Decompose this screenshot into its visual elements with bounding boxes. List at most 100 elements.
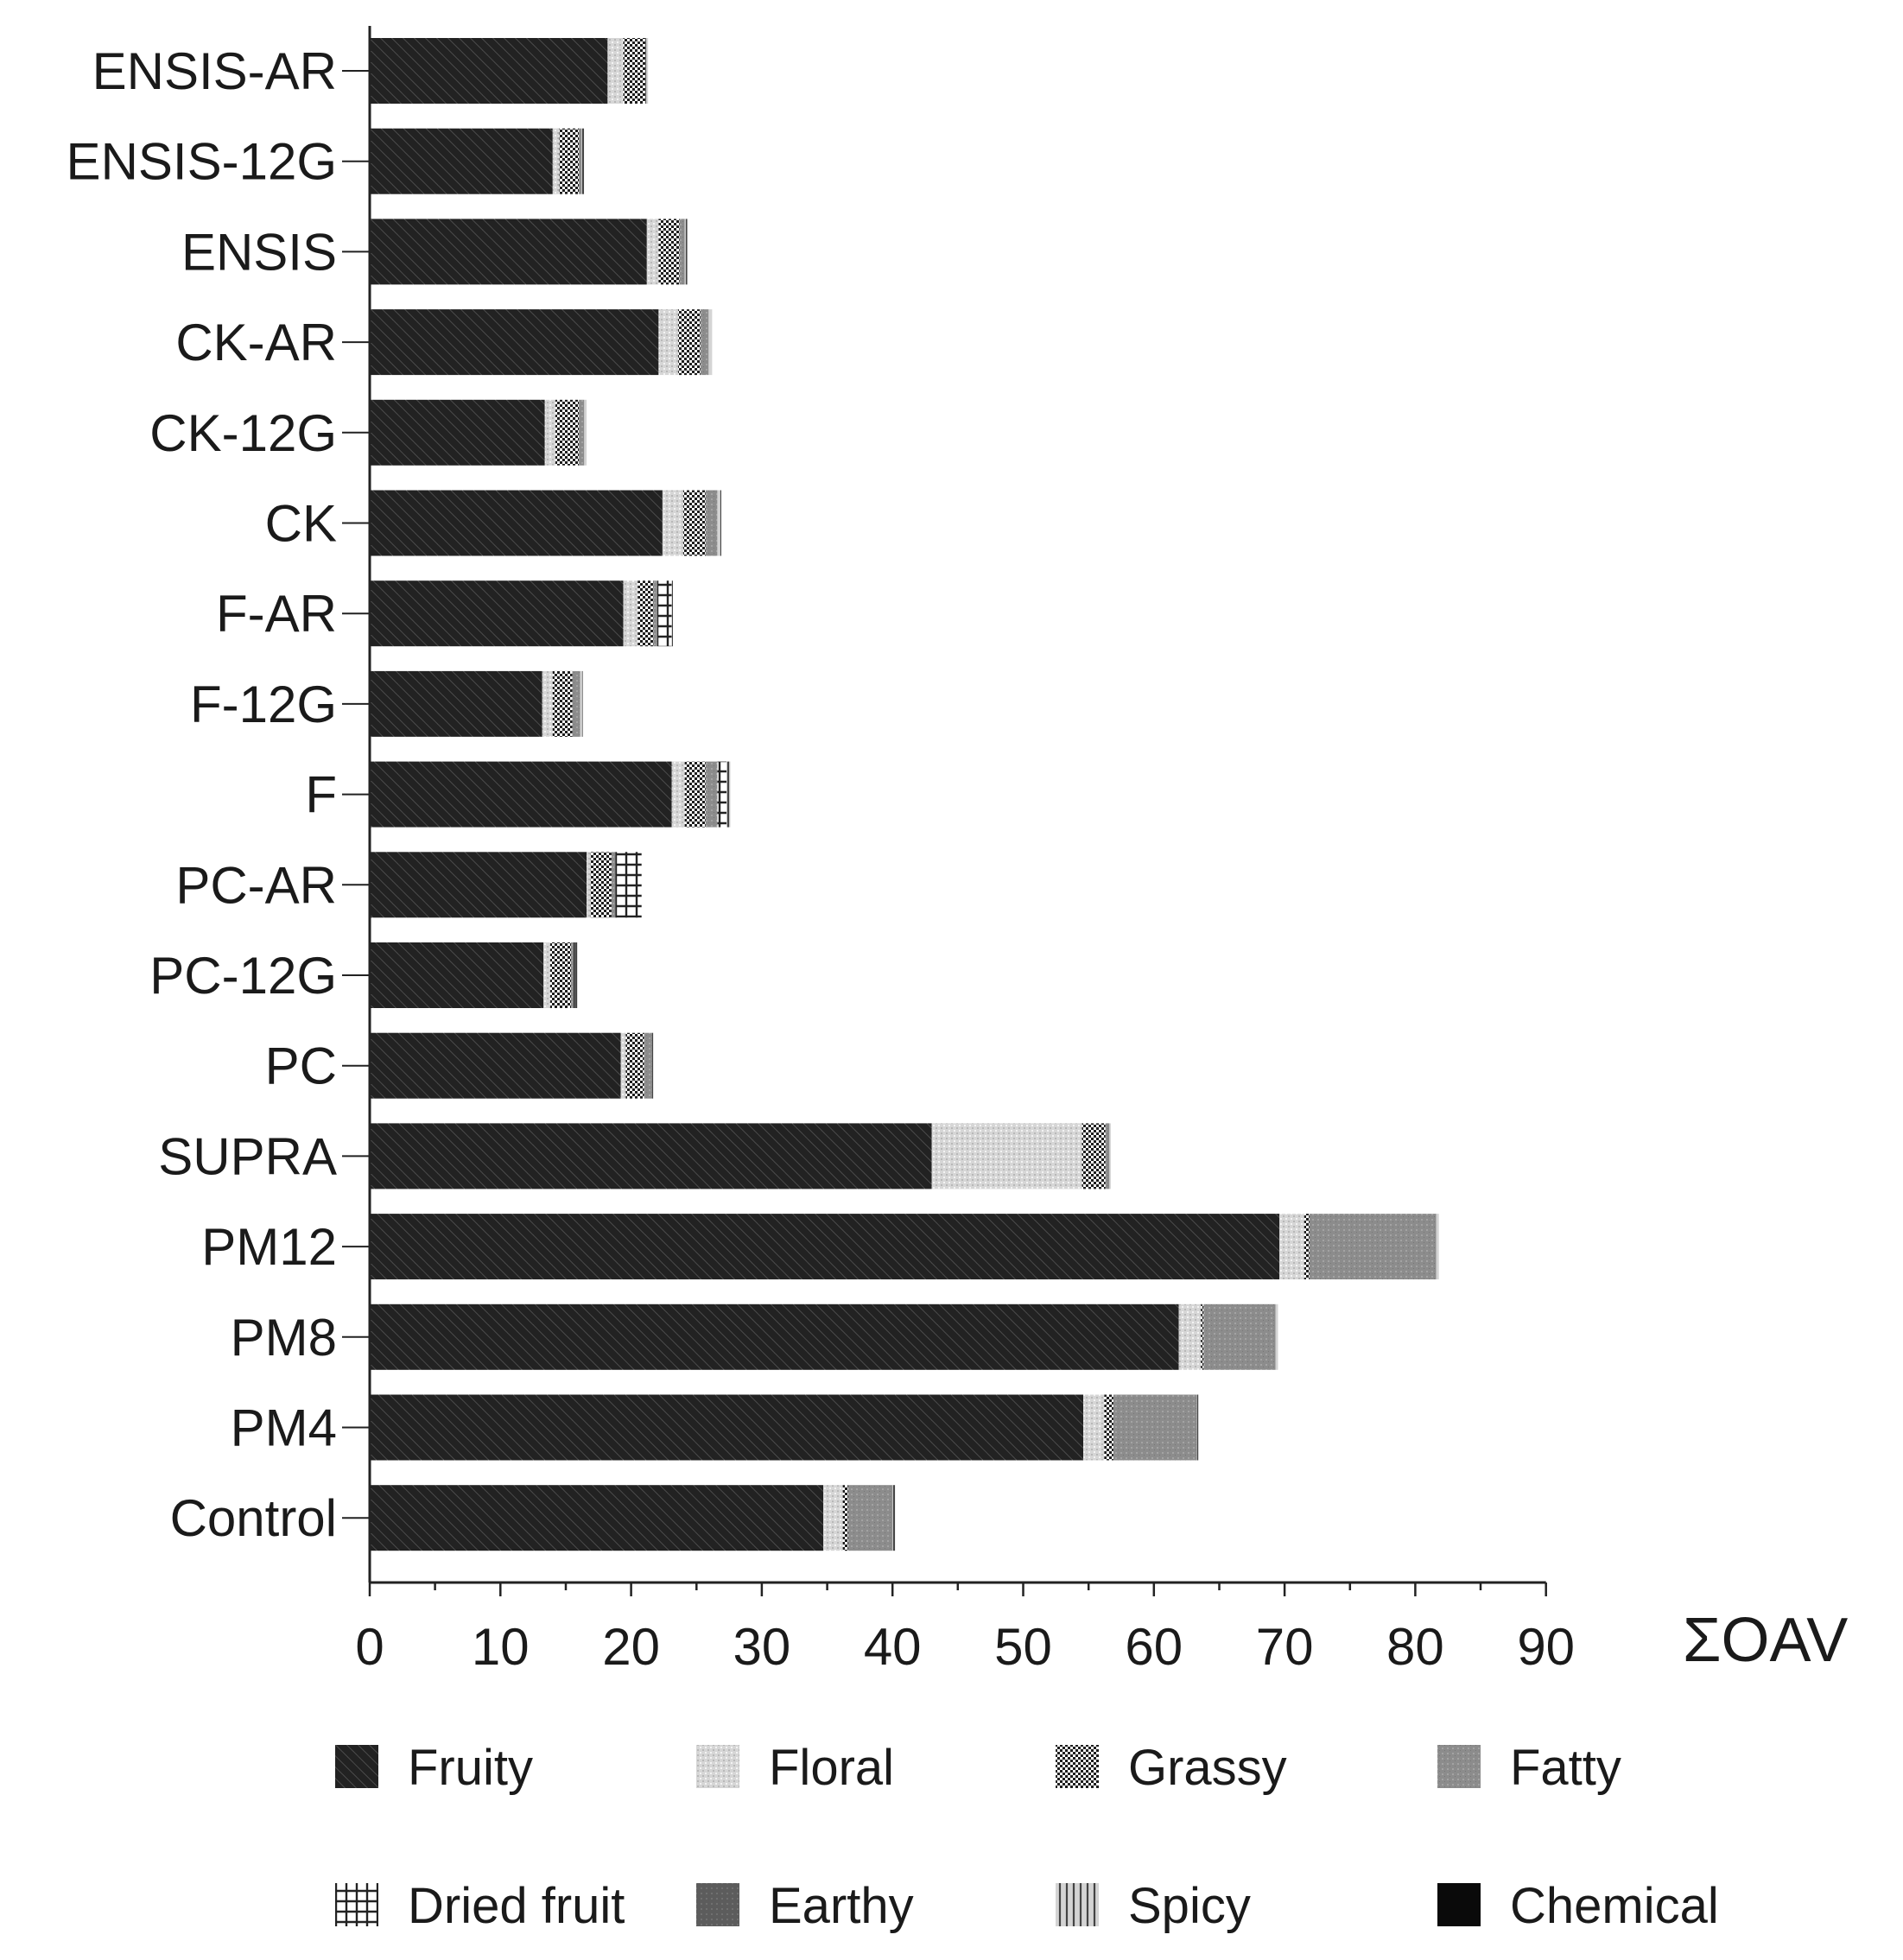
legend-item-fatty: Fatty — [1437, 1740, 1621, 1796]
bar-segment-grassy — [683, 490, 706, 556]
bar-segment-fruity — [370, 1394, 1084, 1461]
legend-item-spicy: Spicy — [1056, 1878, 1251, 1934]
x-axis-title: ΣOAV — [1683, 1606, 1848, 1675]
axis-layer: 0 10 20 30 40 50 60 70 80 90 — [355, 26, 1575, 1676]
legend-label: Chemical — [1510, 1878, 1719, 1934]
x-tick-label: 70 — [1256, 1618, 1314, 1676]
bar-segment-floral — [623, 580, 638, 647]
bar-segment-floral — [544, 399, 555, 466]
bar-segment-grassy — [549, 942, 571, 1008]
bar-segment-fruity — [370, 1303, 1179, 1370]
bar-segment-spicy — [1275, 1303, 1278, 1370]
category-label: PM4 — [231, 1399, 337, 1457]
bar-group-ensis: ENSIS — [181, 219, 688, 285]
legend-item-grassy: Grassy — [1056, 1740, 1287, 1796]
bar-group-f: F — [305, 761, 731, 828]
bar-segment-dried-fruit — [574, 942, 575, 1008]
bar-segment-spicy — [584, 399, 587, 466]
bar-segment-fatty — [705, 490, 718, 556]
bar-segment-fatty — [571, 942, 574, 1008]
bar-segment-dried-fruit — [657, 580, 672, 647]
category-label: ENSIS-AR — [92, 42, 337, 100]
bar-segment-floral — [662, 490, 684, 556]
bar-segment-fatty — [705, 761, 718, 828]
bar-segment-grassy — [555, 399, 579, 466]
bar-segment-fatty — [700, 309, 708, 376]
category-label: PC-AR — [175, 856, 337, 914]
bar-segment-spicy — [684, 219, 688, 285]
bar-segment-fatty — [1113, 1394, 1197, 1461]
category-label: F — [305, 766, 337, 824]
legend-item-chemical: Chemical — [1437, 1878, 1719, 1934]
legend-label: Dried fruit — [408, 1878, 625, 1934]
legend-item-dried-fruit: Dried fruit — [335, 1878, 625, 1934]
bar-group-f-12g: F-12G — [190, 670, 583, 737]
bar-segment-spicy — [717, 490, 721, 556]
bar-segment-grassy — [625, 1032, 644, 1099]
x-tick-label: 80 — [1386, 1618, 1444, 1676]
legend-swatch — [696, 1745, 739, 1788]
bar-segment-floral — [552, 128, 560, 194]
bar-segment-fruity — [370, 1214, 1279, 1280]
bar-segment-fatty — [644, 1032, 652, 1099]
bar-group-f-ar: F-AR — [216, 580, 673, 647]
bar-segment-floral — [542, 670, 553, 737]
bar-group-ck: CK — [265, 490, 721, 556]
legend-swatch — [696, 1883, 739, 1926]
bar-segment-grassy — [623, 38, 646, 104]
bar-segment-fatty — [611, 852, 616, 918]
bar-segment-spicy — [892, 1485, 896, 1551]
category-label: PM8 — [231, 1309, 337, 1367]
bar-segment-grassy — [638, 580, 654, 647]
bar-segment-spicy — [581, 128, 585, 194]
bar-segment-spicy — [645, 38, 649, 104]
bar-segment-floral — [607, 38, 624, 104]
bar-segment-grassy — [1201, 1303, 1204, 1370]
bar-segment-fatty — [579, 399, 585, 466]
x-tick-label: 50 — [994, 1618, 1052, 1676]
bar-segment-fruity — [370, 942, 544, 1008]
legend-item-fruity: Fruity — [335, 1740, 533, 1796]
bar-group-ck-ar: CK-AR — [175, 309, 713, 376]
x-tick-label: 10 — [472, 1618, 530, 1676]
bar-segment-grassy — [678, 309, 701, 376]
bar-segment-spicy — [707, 309, 713, 376]
bar-segment-fatty — [1105, 1123, 1110, 1189]
bar-segment-spicy — [671, 580, 673, 647]
bar-group-pc: PC — [265, 1032, 654, 1099]
bar-segment-fruity — [370, 128, 553, 194]
bar-segment-floral — [658, 309, 679, 376]
x-tick-label: 90 — [1517, 1618, 1575, 1676]
bar-segment-spicy — [1109, 1123, 1111, 1189]
category-label: CK — [265, 495, 337, 553]
bar-segment-fruity — [370, 580, 624, 647]
bar-segment-spicy — [580, 670, 583, 737]
bar-segment-dried-fruit — [717, 761, 727, 828]
bar-segment-grassy — [552, 670, 573, 737]
x-tick-label: 30 — [733, 1618, 791, 1676]
legend-label: Earthy — [769, 1878, 914, 1934]
bar-group-pm8: PM8 — [231, 1303, 1278, 1370]
bar-segment-fruity — [370, 399, 545, 466]
bar-segment-floral — [823, 1485, 843, 1551]
bar-segment-fruity — [370, 1032, 621, 1099]
legend-swatch — [335, 1745, 378, 1788]
bar-group-ensis-12g: ENSIS-12G — [67, 128, 585, 194]
bar-segment-grassy — [842, 1485, 848, 1551]
category-label: F-AR — [216, 585, 337, 643]
bar-segment-floral — [646, 219, 659, 285]
bar-segment-grassy — [590, 852, 612, 918]
bar-group-control: Control — [170, 1485, 896, 1551]
bar-segment-grassy — [658, 219, 680, 285]
category-label: PM12 — [201, 1218, 337, 1276]
bar-group-ensis-ar: ENSIS-AR — [92, 38, 649, 104]
bar-segment-floral — [1083, 1394, 1105, 1461]
legend-swatch — [1437, 1883, 1481, 1926]
bar-segment-fruity — [370, 670, 542, 737]
bar-group-supra: SUPRA — [158, 1123, 1111, 1189]
bar-segment-fruity — [370, 761, 672, 828]
bar-segment-dried-fruit — [615, 852, 642, 918]
bar-segment-fatty — [1203, 1303, 1276, 1370]
bar-segment-floral — [1279, 1214, 1304, 1280]
